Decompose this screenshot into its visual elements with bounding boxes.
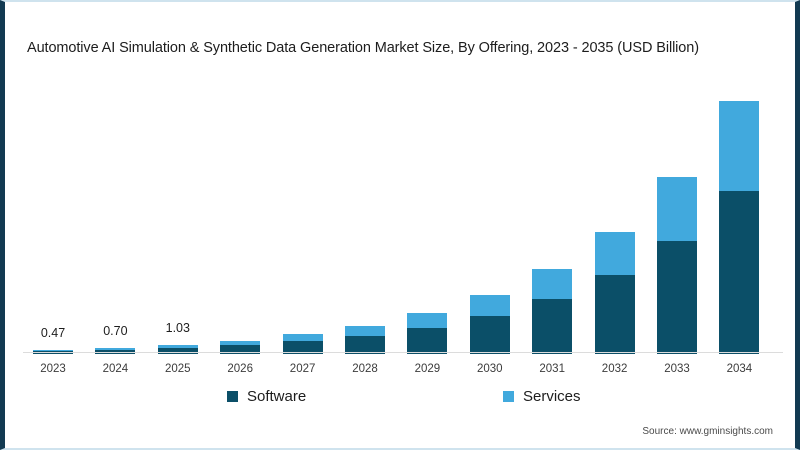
bar-group[interactable] xyxy=(157,344,198,354)
legend-label-services: Services xyxy=(523,388,581,405)
bar-segment-services[interactable] xyxy=(532,268,573,300)
bar-group[interactable] xyxy=(594,231,635,354)
bar-group[interactable] xyxy=(469,295,510,354)
bar-group[interactable] xyxy=(95,347,136,354)
bar-value-label: 1.03 xyxy=(165,320,190,335)
x-axis-tick-label: 2024 xyxy=(102,363,129,375)
bar-segment-software[interactable] xyxy=(657,240,697,354)
legend-item-services[interactable]: Services xyxy=(503,388,581,405)
legend-label-software: Software xyxy=(247,388,307,405)
bar-segment-services[interactable] xyxy=(282,334,323,342)
x-axis-tick-label: 2026 xyxy=(227,363,253,375)
bar-group[interactable] xyxy=(719,101,760,354)
bar-value-label: 0.47 xyxy=(40,325,66,340)
chart-title: Automotive AI Simulation & Synthetic Dat… xyxy=(27,40,699,56)
bar-segment-services[interactable] xyxy=(719,101,760,192)
bar-segment-services[interactable] xyxy=(345,325,385,336)
bar-group[interactable] xyxy=(345,325,385,354)
bar-segment-services[interactable] xyxy=(594,231,635,276)
bar-segment-services[interactable] xyxy=(95,347,136,350)
bar-segment-software[interactable] xyxy=(719,191,760,354)
x-axis-tick-label: 2032 xyxy=(601,363,628,375)
x-axis-tick-label: 2033 xyxy=(664,363,690,375)
legend-item-software[interactable]: Software xyxy=(227,388,306,405)
source-attribution: Source: www.gminsights.com xyxy=(642,426,773,437)
bar-segment-services[interactable] xyxy=(220,340,261,346)
x-axis-tick-label: 2034 xyxy=(726,363,753,375)
bar-segment-services[interactable] xyxy=(33,349,73,352)
bar-group[interactable] xyxy=(657,177,697,354)
bar-group[interactable] xyxy=(220,340,261,354)
bar-segment-software[interactable] xyxy=(469,316,510,354)
bar-segment-software[interactable] xyxy=(345,335,385,354)
bar-segment-software[interactable] xyxy=(532,299,573,354)
x-axis-tick-label: 2031 xyxy=(539,363,565,375)
x-axis-tick-label: 2029 xyxy=(414,363,441,375)
bar-value-label: 0.70 xyxy=(103,323,128,338)
x-axis-line xyxy=(23,352,783,353)
bar-segment-software[interactable] xyxy=(594,275,635,354)
x-axis-tick-label: 2028 xyxy=(352,363,378,375)
x-axis-tick-label: 2023 xyxy=(40,363,66,375)
bar-segment-software[interactable] xyxy=(220,345,261,354)
bar-segment-software[interactable] xyxy=(282,341,323,354)
plot-area xyxy=(5,82,795,354)
bar-segment-services[interactable] xyxy=(157,344,198,348)
bar-segment-services[interactable] xyxy=(657,177,697,241)
legend-swatch-services-icon xyxy=(503,391,514,402)
bar-group[interactable] xyxy=(282,334,323,354)
bar-group[interactable] xyxy=(407,313,448,354)
x-axis-tick-label: 2030 xyxy=(477,363,503,375)
bar-segment-software[interactable] xyxy=(157,347,198,354)
x-axis-tick-label: 2025 xyxy=(165,363,191,375)
chart-legend: Software Services xyxy=(5,388,795,412)
bar-segment-services[interactable] xyxy=(407,313,448,328)
bar-segment-services[interactable] xyxy=(469,295,510,317)
bar-group[interactable] xyxy=(532,268,573,354)
bar-segment-software[interactable] xyxy=(95,349,136,354)
bar-segment-software[interactable] xyxy=(407,327,448,354)
x-axis-tick-label: 2027 xyxy=(289,363,316,375)
legend-swatch-software-icon xyxy=(227,391,238,402)
